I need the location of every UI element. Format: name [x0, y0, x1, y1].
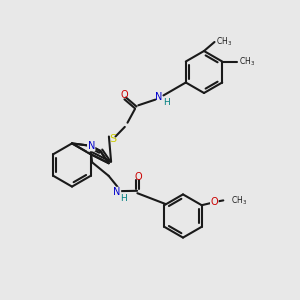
- Text: N: N: [155, 92, 163, 103]
- Text: CH$_3$: CH$_3$: [239, 55, 255, 68]
- Text: S: S: [109, 134, 116, 145]
- Text: H: H: [120, 194, 127, 203]
- Text: N: N: [88, 141, 95, 151]
- Text: CH$_3$: CH$_3$: [216, 36, 232, 48]
- Text: O: O: [121, 89, 128, 100]
- Text: N: N: [113, 187, 121, 197]
- Text: CH$_3$: CH$_3$: [231, 194, 247, 207]
- Text: H: H: [163, 98, 170, 107]
- Text: O: O: [135, 172, 142, 182]
- Text: O: O: [211, 197, 218, 207]
